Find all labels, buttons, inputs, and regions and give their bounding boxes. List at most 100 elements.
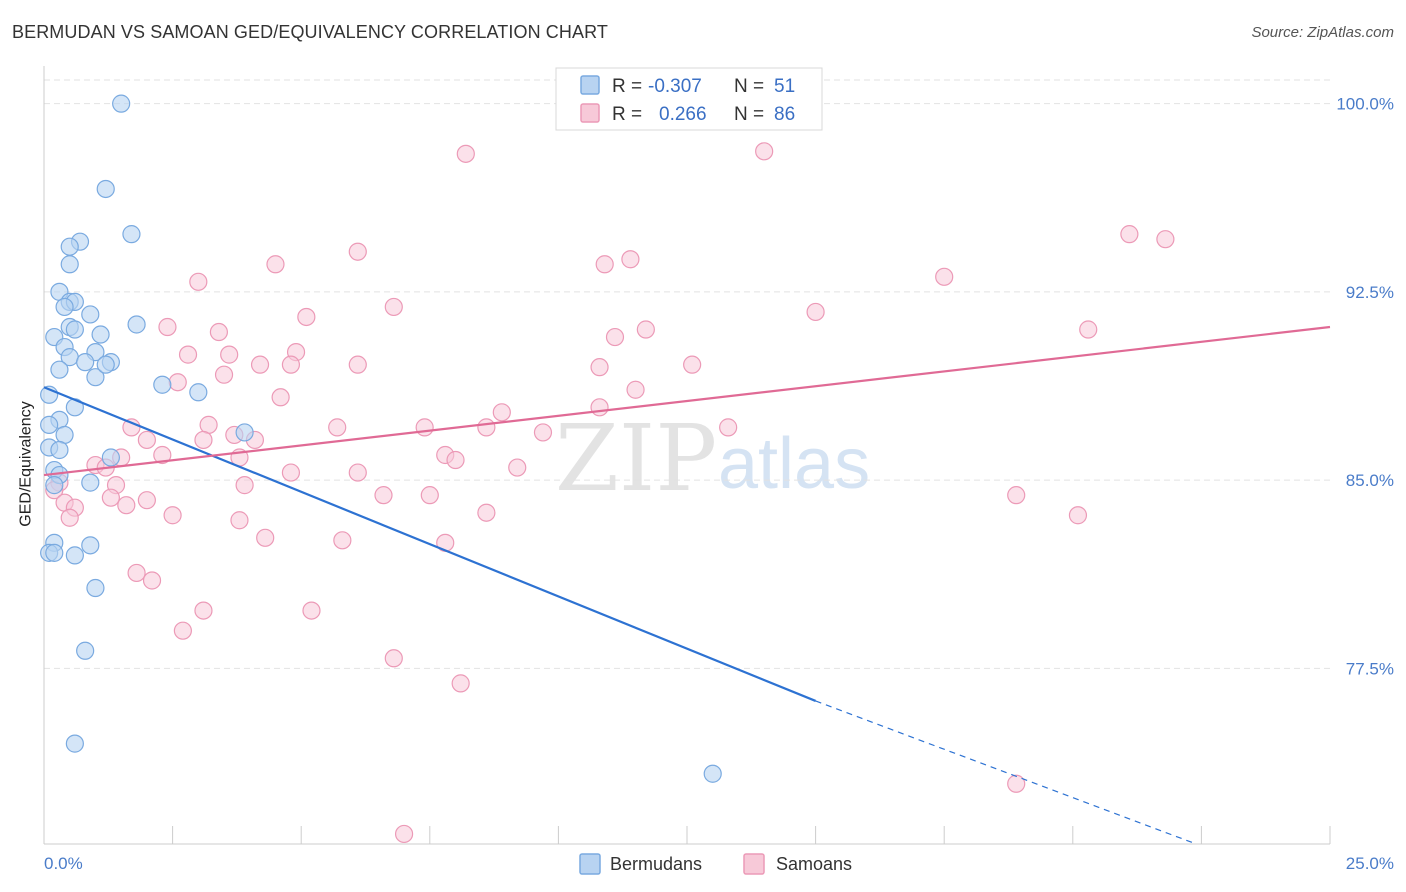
bermudans-point xyxy=(235,423,254,442)
samoans-point xyxy=(626,380,645,399)
samoans-point xyxy=(1079,320,1098,339)
bermudans-point xyxy=(122,225,141,244)
samoans-point xyxy=(806,302,825,322)
samoans-point xyxy=(153,445,172,465)
bermudans-point xyxy=(65,546,84,565)
samoans-point xyxy=(1156,230,1175,249)
samoans-point xyxy=(590,398,609,417)
source-label: Source: ZipAtlas.com xyxy=(1251,24,1394,41)
bermudans-point xyxy=(76,641,95,660)
samoans-point xyxy=(142,571,162,590)
samoans-point xyxy=(1120,225,1139,244)
legend-n-value-2: 86 xyxy=(774,104,795,125)
bermudans-point xyxy=(101,448,120,467)
bermudans-point xyxy=(81,536,100,555)
samoans-point xyxy=(250,355,270,374)
samoans-point xyxy=(477,418,496,437)
samoans-point xyxy=(168,373,187,392)
bermudans-point xyxy=(189,383,208,402)
bermudans-point xyxy=(81,305,100,324)
bermudans-point xyxy=(81,473,100,492)
legend-r-label-1: R = xyxy=(612,76,642,97)
bermudans-point xyxy=(60,237,79,256)
samoans-point xyxy=(266,255,285,274)
samoans-point xyxy=(189,272,208,291)
samoans-point xyxy=(214,365,234,384)
samoans-point xyxy=(451,674,470,693)
samoans-point xyxy=(415,418,434,437)
bermudans-point xyxy=(86,578,105,598)
bermudans-trend-line xyxy=(43,386,817,702)
samoans-point xyxy=(719,418,738,437)
samoans-point xyxy=(590,358,609,377)
samoans-point xyxy=(178,345,198,364)
bermudans-point xyxy=(65,320,84,339)
bermudans-point xyxy=(65,734,84,753)
bermudans-point xyxy=(55,297,74,317)
x-tick-label: 0.0% xyxy=(44,854,83,873)
samoans-point xyxy=(1068,506,1088,525)
samoans-trend-line xyxy=(43,325,1331,477)
samoans-points xyxy=(45,142,1175,844)
bermudans-point xyxy=(60,255,79,274)
bottom-legend-bermudans: Bermudans xyxy=(610,854,702,874)
stats-legend: R = -0.307 N = 51 R = 0.266 N = 86 xyxy=(555,67,823,131)
samoans-point xyxy=(348,463,367,482)
samoans-point xyxy=(297,307,316,327)
series-legend: Bermudans Samoans xyxy=(579,853,852,875)
samoans-point xyxy=(477,503,496,522)
legend-r-value-1: -0.307 xyxy=(648,76,702,97)
bermudans-point xyxy=(112,94,131,113)
samoans-point xyxy=(492,403,511,422)
bermudans-trend-extrapolation xyxy=(815,700,1197,845)
legend-r-label-2: R = xyxy=(612,104,642,125)
y-tick-label: 92.5% xyxy=(1346,283,1394,302)
samoans-point xyxy=(199,415,218,434)
watermark-atlas: atlas xyxy=(718,424,870,504)
samoans-point xyxy=(328,418,347,437)
stats-legend-box xyxy=(555,67,823,131)
samoans-point xyxy=(194,601,213,620)
y-tick-label: 100.0% xyxy=(1336,95,1394,114)
samoans-point xyxy=(384,297,403,317)
bermudans-point xyxy=(76,353,95,372)
samoans-point xyxy=(256,528,275,547)
samoans-point xyxy=(1007,774,1026,793)
samoans-point xyxy=(374,486,393,505)
tick-labels: 77.5% 85.0% 92.5% 100.0% 0.0% 25.0% xyxy=(44,95,1394,873)
bermudans-point xyxy=(45,476,64,495)
samoans-point xyxy=(101,488,120,507)
samoans-point xyxy=(683,355,702,374)
samoans-point xyxy=(456,144,475,163)
bottom-legend-swatch-bermudans xyxy=(579,853,601,875)
bermudans-point xyxy=(50,440,69,460)
x-tick-label: 25.0% xyxy=(1346,854,1394,873)
bermudans-point xyxy=(703,764,722,783)
samoans-point xyxy=(281,463,301,482)
samoans-point xyxy=(163,506,182,525)
chart-title: BERMUDAN VS SAMOAN GED/EQUIVALENCY CORRE… xyxy=(12,22,608,42)
legend-swatch-samoans xyxy=(580,103,600,123)
bermudans-point xyxy=(55,425,74,445)
samoans-point xyxy=(137,430,156,450)
samoans-point xyxy=(605,327,625,347)
legend-n-label-2: N = xyxy=(734,104,764,125)
trend-lines xyxy=(43,325,1331,845)
samoans-point xyxy=(935,267,954,286)
bermudans-point xyxy=(153,375,172,394)
samoans-point xyxy=(60,508,79,527)
legend-n-value-1: 51 xyxy=(774,76,795,97)
samoans-point xyxy=(394,824,414,844)
samoans-point xyxy=(173,621,192,640)
samoans-point xyxy=(117,496,136,515)
bermudans-points xyxy=(40,94,722,783)
bottom-legend-samoans: Samoans xyxy=(776,854,852,874)
samoans-point xyxy=(333,531,352,550)
samoans-point xyxy=(194,430,213,450)
bermudans-point xyxy=(40,415,59,434)
y-tick-label: 85.0% xyxy=(1346,471,1394,490)
samoans-point xyxy=(533,423,553,442)
samoans-point xyxy=(384,649,403,668)
bermudans-point xyxy=(127,315,146,334)
samoans-point xyxy=(508,458,527,477)
